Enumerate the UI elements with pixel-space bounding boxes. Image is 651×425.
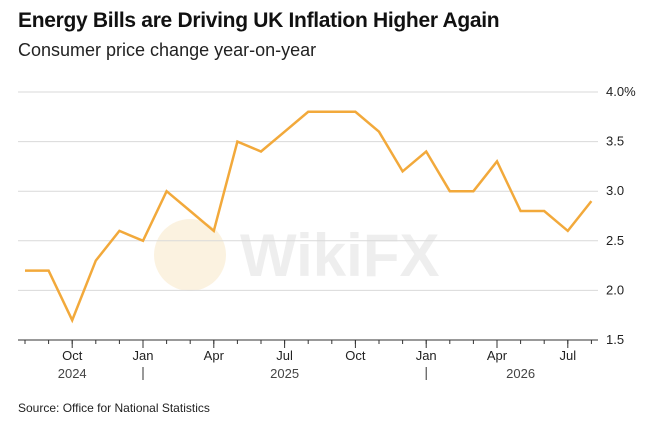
chart-title: Energy Bills are Driving UK Inflation Hi… — [18, 9, 500, 32]
y-tick-label: 3.5 — [606, 134, 624, 149]
x-tick-label: Oct — [62, 348, 83, 363]
x-year-label: 2024 — [58, 366, 87, 381]
x-tick-label: Apr — [204, 348, 225, 363]
x-tick-label: Jul — [559, 348, 576, 363]
x-tick-label: Jul — [276, 348, 293, 363]
x-tick-label: Jan — [133, 348, 154, 363]
x-axis: Oct Jan Apr Jul Oct Jan Apr Jul 2024 2025 2026 — [18, 339, 598, 381]
chart-subtitle: Consumer price change year-on-year — [18, 40, 317, 60]
y-tick-label: 4.0% — [606, 84, 636, 99]
y-tick-label: 2.0 — [606, 282, 624, 297]
y-axis: 1.5 2.0 2.5 3.0 3.5 4.0% — [606, 84, 636, 347]
x-tick-label: Oct — [345, 348, 366, 363]
grid-lines — [18, 91, 598, 291]
series-layer — [24, 110, 593, 324]
x-tick-label: Apr — [487, 348, 508, 363]
source-note: Source: Office for National Statistics — [18, 401, 210, 415]
y-tick-label: 2.5 — [606, 233, 624, 248]
y-tick-label: 1.5 — [606, 332, 624, 347]
series-line — [25, 110, 593, 324]
x-tick-label: Jan — [416, 348, 437, 363]
y-tick-label: 3.0 — [606, 183, 624, 198]
x-year-label: 2025 — [270, 366, 299, 381]
x-year-label: 2026 — [506, 366, 535, 381]
